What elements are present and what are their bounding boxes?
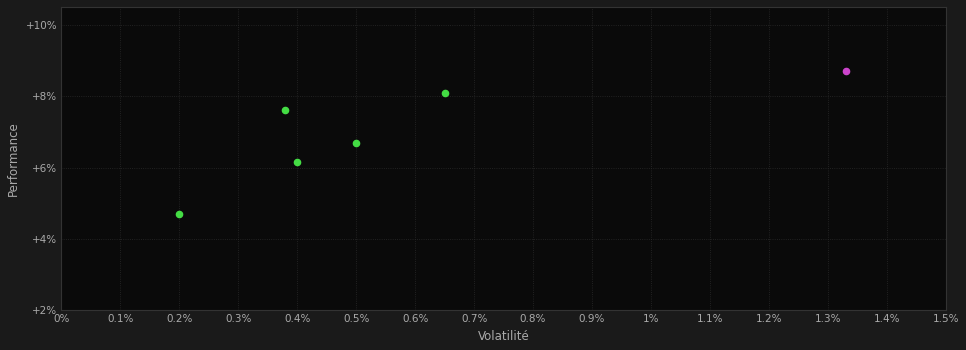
- Point: [349, 140, 364, 145]
- Point: [437, 90, 452, 96]
- Point: [290, 159, 305, 165]
- Point: [172, 211, 187, 217]
- Y-axis label: Performance: Performance: [7, 121, 20, 196]
- X-axis label: Volatilité: Volatilité: [477, 330, 529, 343]
- Point: [277, 108, 293, 113]
- Point: [838, 68, 853, 74]
